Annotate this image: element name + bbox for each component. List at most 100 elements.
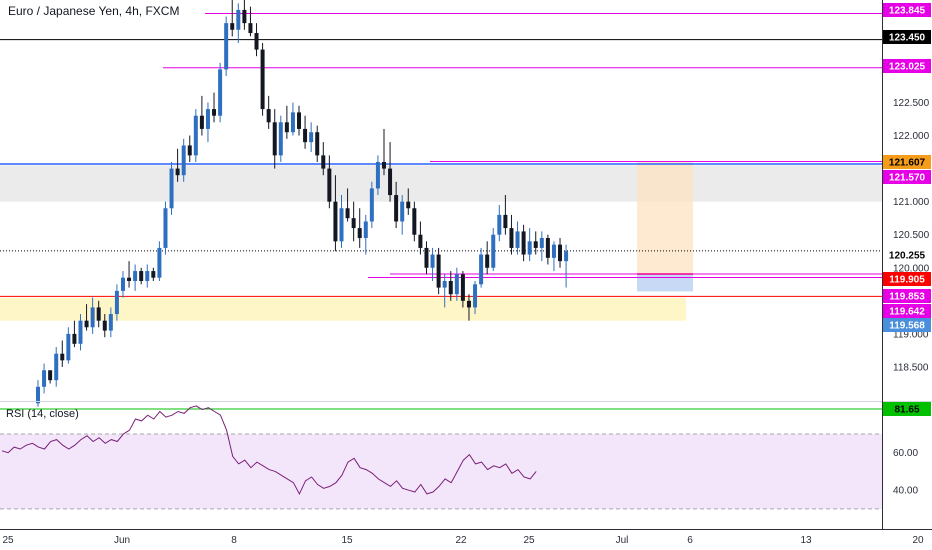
candle-body <box>303 128 308 143</box>
candle <box>460 271 465 308</box>
position-profit-zone <box>637 161 693 275</box>
candle-body <box>266 109 271 123</box>
candle <box>242 0 247 30</box>
candle <box>284 105 289 139</box>
candle <box>388 142 393 202</box>
candle-body <box>448 280 453 295</box>
candle-body <box>363 221 368 239</box>
candle-body <box>181 145 186 176</box>
rsi-level-tag-text: 81.65 <box>894 405 919 416</box>
candle <box>479 247 484 288</box>
candle-body <box>309 132 314 143</box>
candle-body <box>533 241 538 248</box>
candle-body <box>127 277 132 281</box>
price-tick-label: 121.000 <box>893 197 930 208</box>
candle <box>72 320 77 348</box>
candle <box>181 138 186 182</box>
price-tag-121-570-text: 121.570 <box>889 173 926 184</box>
candle <box>400 195 405 235</box>
candle <box>169 161 174 215</box>
candle <box>545 234 550 265</box>
time-tick-label: Jun <box>114 535 130 546</box>
candle <box>290 102 295 136</box>
candle-body <box>284 122 289 133</box>
rsi-title: RSI (14, close) <box>6 408 79 420</box>
candle <box>248 6 253 37</box>
candle-body <box>78 320 83 344</box>
candle-body <box>460 274 465 301</box>
support-zone <box>0 297 686 321</box>
candle <box>145 264 150 288</box>
candle-body <box>169 168 174 209</box>
candle <box>454 267 459 301</box>
price-tag-119-568: 119.568 <box>883 318 931 332</box>
candle <box>564 244 569 288</box>
time-tick-label: 22 <box>455 535 467 546</box>
candle-body <box>290 112 295 133</box>
price-tag-120-255-bg <box>883 248 931 262</box>
candle-body <box>96 307 101 321</box>
rsi-tick-label: 40.00 <box>893 486 918 497</box>
candle <box>442 274 447 308</box>
candle <box>218 62 223 123</box>
price-tag-119-642-text: 119.642 <box>889 307 925 318</box>
candle <box>509 214 514 255</box>
rsi-level-tag-bg <box>883 402 931 416</box>
candle <box>199 95 204 136</box>
candle-body <box>175 168 180 176</box>
candle <box>42 363 47 394</box>
candle <box>66 327 71 364</box>
candle-body <box>430 254 435 268</box>
candle <box>339 195 344 248</box>
candle <box>102 314 107 338</box>
time-tick-label: 15 <box>341 535 353 546</box>
candle <box>157 241 162 281</box>
price-tick-label: 118.500 <box>893 362 929 373</box>
candle-body <box>454 274 459 295</box>
price-tick-label: 119.000 <box>893 329 929 340</box>
candle-body <box>418 234 423 248</box>
candle-body <box>564 251 569 262</box>
candle-body <box>333 201 338 242</box>
candle <box>309 122 314 153</box>
candle-body <box>205 109 210 129</box>
candle <box>527 228 532 262</box>
candle-body <box>224 23 229 70</box>
candle-body <box>412 208 417 235</box>
candle <box>36 380 40 407</box>
candle <box>254 23 259 57</box>
candle <box>303 115 308 149</box>
price-tag-119-568-bg <box>883 318 931 332</box>
candle-body <box>497 214 502 235</box>
candle <box>551 241 556 272</box>
candle <box>315 125 320 162</box>
candle <box>327 155 332 209</box>
candle-body <box>218 69 223 116</box>
candle-body <box>327 168 332 202</box>
candle <box>381 128 386 176</box>
candle-body <box>436 254 441 288</box>
candle-body <box>36 386 40 404</box>
candle <box>78 314 83 351</box>
candle <box>491 228 496 272</box>
candle <box>333 175 338 252</box>
candle-body <box>60 353 65 361</box>
candle-body <box>242 9 247 24</box>
candle-body <box>114 290 119 315</box>
price-tag-119-642: 119.642 <box>883 304 931 318</box>
price-tag-123-025-text: 123.025 <box>889 62 926 73</box>
candle-body <box>272 122 277 156</box>
candle-body <box>199 115 204 129</box>
candle-body <box>339 208 344 242</box>
candle-body <box>485 254 490 268</box>
price-tag-119-905: 119.905 <box>883 272 931 286</box>
candle <box>473 280 478 315</box>
candle-body <box>212 109 217 116</box>
candle <box>357 208 362 248</box>
chart-title: Euro / Japanese Yen, 4h, FXCM <box>6 4 182 18</box>
price-tag-121-607: 121.607 <box>883 155 931 169</box>
price-tag-119-853-bg <box>883 289 931 303</box>
candle <box>96 300 101 328</box>
